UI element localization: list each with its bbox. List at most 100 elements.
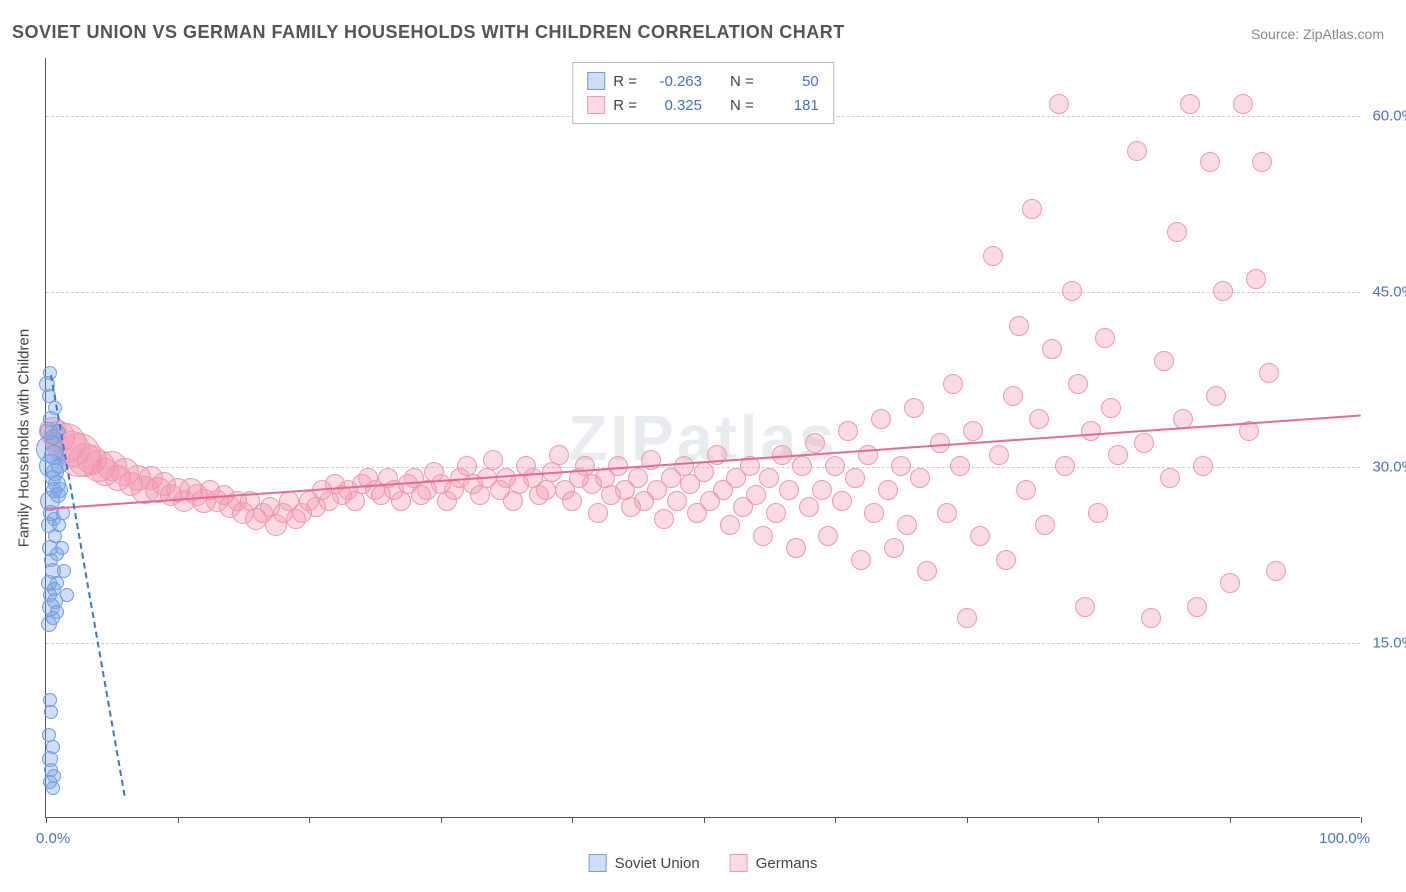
german-point bbox=[720, 515, 740, 535]
german-point bbox=[667, 491, 687, 511]
x-tick bbox=[309, 817, 310, 823]
german-point bbox=[897, 515, 917, 535]
x-tick bbox=[1361, 817, 1362, 823]
german-point bbox=[694, 462, 714, 482]
german-point bbox=[1213, 281, 1233, 301]
soviet-point bbox=[44, 705, 58, 719]
german-point bbox=[983, 246, 1003, 266]
x-tick bbox=[178, 817, 179, 823]
x-axis-max-label: 100.0% bbox=[1319, 830, 1370, 847]
german-point bbox=[1233, 94, 1253, 114]
legend-item-soviet: Soviet Union bbox=[589, 854, 700, 872]
y-axis-title: Family Households with Children bbox=[16, 328, 33, 546]
german-point bbox=[1049, 94, 1069, 114]
german-point bbox=[588, 503, 608, 523]
soviet-r-value: -0.263 bbox=[647, 73, 702, 90]
x-tick bbox=[1230, 817, 1231, 823]
german-point bbox=[943, 374, 963, 394]
n-label: N = bbox=[730, 73, 754, 90]
german-point bbox=[1081, 421, 1101, 441]
y-tick-label: 30.0% bbox=[1372, 459, 1406, 476]
soviet-point bbox=[60, 588, 74, 602]
german-point bbox=[654, 509, 674, 529]
x-tick bbox=[441, 817, 442, 823]
x-axis-min-label: 0.0% bbox=[36, 830, 70, 847]
german-point bbox=[628, 468, 648, 488]
x-tick bbox=[704, 817, 705, 823]
soviet-point bbox=[46, 781, 60, 795]
german-point bbox=[937, 503, 957, 523]
german-point bbox=[1246, 269, 1266, 289]
soviet-n-value: 50 bbox=[764, 73, 819, 90]
german-point bbox=[851, 550, 871, 570]
german-point bbox=[1259, 363, 1279, 383]
german-point bbox=[536, 480, 556, 500]
german-point bbox=[1134, 433, 1154, 453]
german-point bbox=[812, 480, 832, 500]
german-swatch bbox=[587, 96, 605, 114]
y-tick-label: 60.0% bbox=[1372, 108, 1406, 125]
chart-title: SOVIET UNION VS GERMAN FAMILY HOUSEHOLDS… bbox=[12, 22, 845, 43]
german-point bbox=[1206, 386, 1226, 406]
german-point bbox=[891, 456, 911, 476]
correlation-legend: R = -0.263 N = 50 R = 0.325 N = 181 bbox=[572, 62, 834, 124]
chart-container: SOVIET UNION VS GERMAN FAMILY HOUSEHOLDS… bbox=[0, 0, 1406, 892]
x-tick bbox=[967, 817, 968, 823]
german-point bbox=[1062, 281, 1082, 301]
german-point bbox=[779, 480, 799, 500]
german-point bbox=[753, 526, 773, 546]
german-point bbox=[1075, 597, 1095, 617]
soviet-point bbox=[41, 616, 57, 632]
x-tick bbox=[572, 817, 573, 823]
legend-row-soviet: R = -0.263 N = 50 bbox=[587, 69, 819, 93]
german-point bbox=[1220, 573, 1240, 593]
german-point bbox=[759, 468, 779, 488]
legend-item-german: Germans bbox=[730, 854, 818, 872]
r-label: R = bbox=[613, 97, 637, 114]
german-point bbox=[858, 445, 878, 465]
german-r-value: 0.325 bbox=[647, 97, 702, 114]
german-point bbox=[864, 503, 884, 523]
german-point bbox=[1266, 561, 1286, 581]
soviet-label: Soviet Union bbox=[615, 855, 700, 872]
german-point bbox=[963, 421, 983, 441]
german-point bbox=[503, 491, 523, 511]
gridline bbox=[46, 292, 1360, 293]
german-point bbox=[832, 491, 852, 511]
german-point bbox=[786, 538, 806, 558]
german-point bbox=[1101, 398, 1121, 418]
german-point bbox=[1068, 374, 1088, 394]
german-point bbox=[1042, 339, 1062, 359]
source-attribution: Source: ZipAtlas.com bbox=[1251, 26, 1384, 42]
german-point bbox=[825, 456, 845, 476]
german-point bbox=[950, 456, 970, 476]
german-point bbox=[904, 398, 924, 418]
german-point bbox=[1022, 199, 1042, 219]
german-point bbox=[989, 445, 1009, 465]
german-point bbox=[1200, 152, 1220, 172]
soviet-point bbox=[52, 482, 68, 498]
soviet-point bbox=[50, 576, 64, 590]
german-point bbox=[917, 561, 937, 581]
german-point bbox=[1055, 456, 1075, 476]
german-point bbox=[871, 409, 891, 429]
german-point bbox=[345, 491, 365, 511]
soviet-point bbox=[55, 541, 69, 555]
german-point bbox=[792, 456, 812, 476]
german-point bbox=[970, 526, 990, 546]
german-point bbox=[1252, 152, 1272, 172]
soviet-swatch bbox=[589, 854, 607, 872]
german-point bbox=[1193, 456, 1213, 476]
german-point bbox=[1029, 409, 1049, 429]
german-point bbox=[1035, 515, 1055, 535]
german-point bbox=[1108, 445, 1128, 465]
german-point bbox=[1088, 503, 1108, 523]
series-legend: Soviet Union Germans bbox=[589, 854, 818, 872]
german-point bbox=[878, 480, 898, 500]
german-point bbox=[818, 526, 838, 546]
german-point bbox=[483, 450, 503, 470]
r-label: R = bbox=[613, 73, 637, 90]
german-point bbox=[838, 421, 858, 441]
german-point bbox=[1009, 316, 1029, 336]
german-swatch bbox=[730, 854, 748, 872]
